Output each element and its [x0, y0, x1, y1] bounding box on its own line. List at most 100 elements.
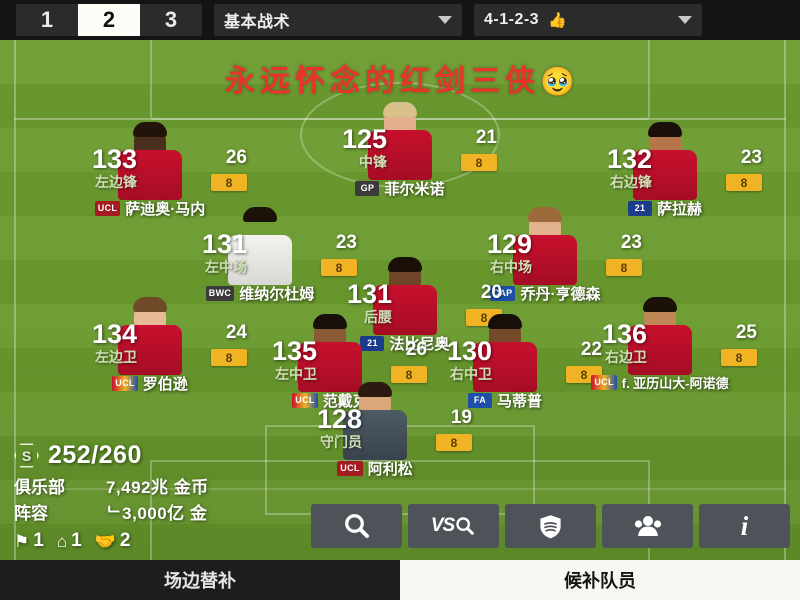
player-name-row: GP 菲尔米诺 [295, 178, 505, 199]
squad-slot-1[interactable]: 1 [16, 4, 78, 36]
player-name: 萨迪奥·马内 [125, 201, 206, 218]
squad-slot-3[interactable]: 3 [140, 4, 202, 36]
tactic-dropdown[interactable]: 基本战术 [214, 4, 462, 36]
player-card[interactable]: 128 守门员 19 8 UCL 阿利松 [270, 380, 480, 485]
player-name: 乔丹·亨德森 [520, 286, 601, 303]
player-level: 26 [405, 339, 427, 360]
club-shield-button[interactable] [505, 504, 596, 548]
player-kit [633, 150, 697, 200]
player-photo [357, 100, 443, 180]
player-position: 中锋 [359, 154, 387, 170]
player-name-row: BWC 维纳尔杜姆 [155, 283, 365, 304]
player-chemistry: 8 [726, 174, 762, 191]
pitch-line-lower [14, 488, 786, 490]
player-level: 25 [735, 322, 757, 343]
player-name: 马蒂普 [496, 393, 542, 410]
vs-search-button[interactable]: VS [408, 504, 499, 548]
tactic-dropdown-label: 基本战术 [224, 14, 291, 31]
player-name-row: UCL 罗伯逊 [45, 373, 255, 394]
player-level: 20 [480, 282, 502, 303]
player-level: 21 [475, 127, 497, 148]
player-rating: 132 [606, 144, 652, 174]
club-value: 7,492兆 金币 [106, 478, 209, 497]
player-name-row: CAP 乔丹·亨德森 [440, 283, 650, 304]
player-chemistry: 8 [461, 154, 497, 171]
player-level: 23 [620, 232, 642, 253]
search-icon [456, 517, 474, 535]
player-hair [133, 297, 167, 312]
page-title-text: 永远怀念的红剑三侠 [225, 65, 541, 98]
player-name-row: UCL f. 亚历山大-阿诺德 [555, 373, 765, 392]
player-chemistry: 8 [721, 349, 757, 366]
player-position: 左边卫 [95, 349, 137, 365]
counter-flag: ⚑ 1 [14, 530, 44, 552]
info-button[interactable]: i [699, 504, 790, 548]
search-button[interactable] [311, 504, 402, 548]
player-position: 守门员 [320, 434, 362, 450]
player-level: 19 [450, 407, 472, 428]
player-badge-icon: 21 [627, 201, 652, 216]
squad-slot-2[interactable]: 2 [78, 4, 140, 36]
player-card[interactable]: 134 左边卫 24 8 UCL 罗伯逊 [45, 295, 255, 400]
chevron-down-icon [438, 16, 452, 24]
player-kit [228, 235, 292, 285]
tab-sideline-subs[interactable]: 场边替补 [0, 560, 400, 600]
player-kit [343, 410, 407, 460]
player-card[interactable]: 125 中锋 21 8 GP 菲尔米诺 [295, 100, 505, 205]
player-kit [473, 342, 537, 392]
building-icon: ⌂ [56, 531, 68, 551]
player-rating: 134 [91, 319, 137, 349]
player-hair [383, 102, 417, 117]
player-rating: 130 [446, 336, 492, 366]
squad-slot-group[interactable]: 1 2 3 [16, 4, 202, 36]
player-chemistry: 8 [211, 174, 247, 191]
player-name: 菲尔米诺 [384, 181, 445, 198]
player-level: 22 [580, 339, 602, 360]
vs-search-icon: VS [430, 515, 455, 536]
player-photo [617, 295, 703, 375]
player-badge-icon: UCL [591, 375, 617, 390]
player-card[interactable]: 132 右边锋 23 8 21 萨拉赫 [560, 120, 770, 225]
player-card[interactable]: 131 后腰 20 8 21 法比尼奥 [300, 255, 510, 360]
player-rating: 125 [341, 124, 387, 154]
squad-manager-button[interactable] [602, 504, 693, 548]
player-name-row: UCL 阿利松 [270, 458, 480, 479]
counter-building: ⌂ 1 [57, 530, 82, 552]
player-position: 右边卫 [605, 349, 647, 365]
player-photo [502, 205, 588, 285]
player-kit [373, 285, 437, 335]
player-position: 右边锋 [610, 174, 652, 190]
player-position: 左中场 [205, 259, 247, 275]
club-value-row: 俱乐部 7,492兆 金币 [14, 473, 304, 498]
player-kit [298, 342, 362, 392]
player-photo [332, 380, 418, 460]
player-card[interactable]: 130 右中卫 22 8 FA 马蒂普 [400, 312, 610, 417]
player-badge-icon: 21 [360, 336, 385, 351]
player-card[interactable]: 136 右边卫 25 8 UCL f. 亚历山大-阿诺德 [555, 295, 765, 400]
tab-reserves[interactable]: 候补队员 [400, 560, 800, 600]
player-kit [628, 325, 692, 375]
player-position: 后腰 [364, 309, 392, 325]
player-card[interactable]: 131 左中场 23 8 BWC 维纳尔杜姆 [155, 205, 365, 310]
title-emoji: 🥹 [540, 66, 575, 97]
info-icon: i [740, 510, 749, 541]
formation-dropdown[interactable]: 4-1-2-3 👍 [474, 4, 702, 36]
club-label: 俱乐部 [14, 478, 65, 497]
player-name-row: UCL 范戴克 [225, 390, 435, 411]
player-hair [648, 122, 682, 137]
player-hair [243, 207, 277, 222]
player-level: 26 [225, 147, 247, 168]
squad-score-value: 252/260 [48, 441, 142, 469]
squad-score-row: S 252/260 [14, 441, 304, 470]
player-rating: 135 [271, 336, 317, 366]
player-photo [362, 255, 448, 335]
player-card[interactable]: 133 左边锋 26 8 UCL 萨迪奥·马内 [45, 120, 255, 225]
player-badge-icon: UCL [94, 201, 121, 216]
player-card[interactable]: 129 右中场 23 8 CAP 乔丹·亨德森 [440, 205, 650, 310]
squad-icon [634, 516, 661, 536]
player-rating: 128 [316, 404, 362, 434]
player-card[interactable]: 135 左中卫 26 8 UCL 范戴克 [225, 312, 435, 417]
player-name: 萨拉赫 [656, 201, 702, 218]
formation-dropdown-label: 4-1-2-3 [484, 11, 540, 28]
player-name: 范戴克 [322, 393, 368, 410]
